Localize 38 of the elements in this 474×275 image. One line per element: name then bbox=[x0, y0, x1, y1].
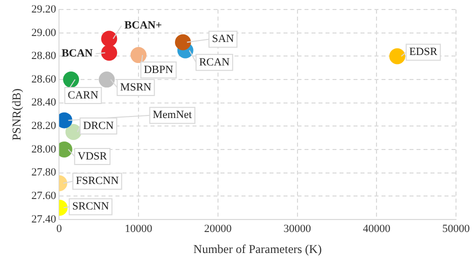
y-tick-label: 27.40 bbox=[31, 213, 57, 226]
y-tick-label: 28.80 bbox=[31, 50, 57, 62]
x-tick-label: 40000 bbox=[362, 222, 391, 235]
y-tick-label: 27.80 bbox=[31, 166, 57, 179]
point bbox=[389, 48, 406, 64]
text: MemNet bbox=[152, 109, 192, 122]
series-label: DBPN bbox=[144, 64, 174, 76]
x-tick-label: 0 bbox=[56, 222, 62, 235]
y-tick-label: 28.20 bbox=[31, 120, 57, 132]
y-tick-label: 29.00 bbox=[31, 26, 57, 39]
series-label: SAN bbox=[212, 33, 234, 46]
y-tick-label: 28.40 bbox=[31, 96, 57, 109]
point bbox=[98, 72, 115, 88]
x-axis-title: Number of Parameters (K) bbox=[193, 242, 322, 256]
series-label: DRCN bbox=[83, 120, 114, 132]
series-label: RCAN bbox=[199, 56, 230, 68]
series-label: SRCNN bbox=[72, 200, 109, 213]
x-tick-label: 10000 bbox=[124, 222, 153, 235]
series-label: EDSR bbox=[409, 46, 438, 58]
series-label: BCAN bbox=[62, 48, 93, 60]
y-tick-label: 28.00 bbox=[31, 143, 57, 156]
point bbox=[101, 44, 118, 61]
series-label: FSRCNN bbox=[76, 175, 119, 188]
x-tick-label: 20000 bbox=[204, 222, 232, 235]
series-label: MSRN bbox=[120, 81, 152, 94]
point bbox=[130, 47, 147, 64]
series-label: BCAN+ bbox=[124, 20, 162, 32]
y-tick-label: 29.20 bbox=[31, 3, 57, 16]
series-label: CARN bbox=[68, 89, 98, 102]
y-tick-label: 27.60 bbox=[31, 190, 57, 202]
x-tick-label: 50000 bbox=[442, 222, 470, 235]
point bbox=[101, 30, 118, 47]
series-label: VDSR bbox=[78, 150, 108, 162]
point bbox=[174, 34, 191, 50]
y-tick-label: 28.60 bbox=[31, 73, 57, 86]
point bbox=[63, 72, 80, 88]
y-axis-title: PSNR(dB) bbox=[9, 88, 24, 141]
x-tick-label: 30000 bbox=[284, 222, 312, 235]
